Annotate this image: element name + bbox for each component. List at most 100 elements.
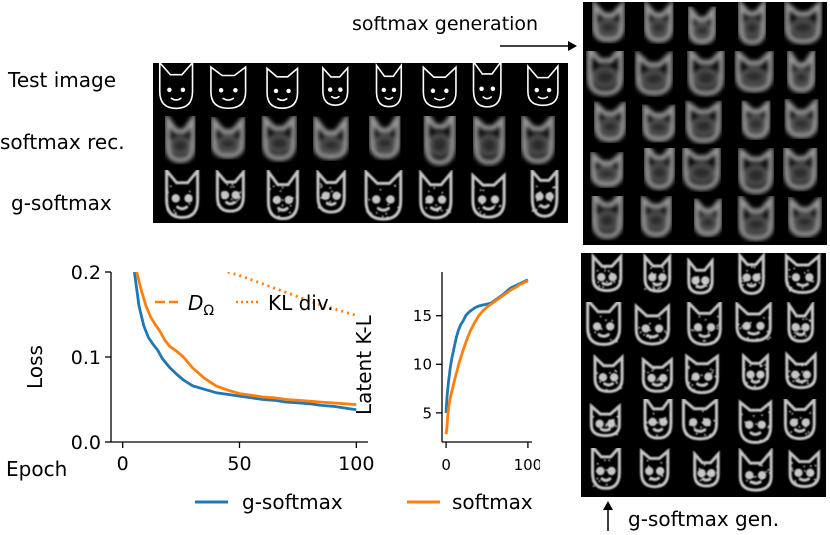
g-softmax-generated-image	[679, 351, 728, 400]
g-softmax-generated-image	[679, 253, 728, 302]
reconstruction-image	[516, 63, 568, 116]
g-softmax-generated-image	[630, 351, 679, 400]
g-softmax-generated-image	[777, 350, 826, 400]
reconstruction-image	[516, 112, 568, 169]
softmax-generated-image	[729, 145, 778, 197]
y-axis-label: Loss	[23, 345, 47, 389]
legend-g-softmax: g-softmax	[242, 490, 343, 514]
softmax-generated-image	[583, 148, 632, 197]
reconstruction-image	[205, 167, 257, 223]
softmax-generated-image	[681, 45, 730, 100]
arrow-right-icon	[500, 41, 577, 51]
g-softmax-generated-image	[777, 253, 826, 302]
x-axis-label: Epoch	[6, 457, 68, 481]
g-softmax-generated-image	[728, 399, 777, 448]
g-softmax-generated-image	[581, 253, 630, 302]
g-softmax-generated-image	[777, 396, 826, 448]
series-line-g-softmax	[444, 278, 529, 413]
legend: DΩ KL div.	[155, 291, 334, 319]
label-g-softmax-gen: g-softmax gen.	[628, 507, 780, 531]
loss-chart: 0 50 100 0.0 0.1 0.2 Loss DΩ KL div.	[23, 262, 374, 475]
softmax-generated-image	[778, 44, 827, 100]
softmax-generated-image	[583, 2, 632, 51]
softmax-generated-image	[632, 138, 681, 197]
softmax-generation-grid	[583, 2, 827, 245]
softmax-generated-image	[681, 143, 730, 197]
softmax-generated-image	[583, 41, 632, 100]
g-softmax-generated-image	[728, 351, 777, 400]
g-softmax-generated-image	[581, 443, 630, 497]
reconstruction-image	[412, 107, 464, 169]
reconstruction-image	[309, 113, 361, 169]
x-tick-label: 100	[514, 456, 540, 474]
g-softmax-generated-image	[581, 295, 630, 351]
y-tick-label: 5	[422, 404, 432, 422]
softmax-generated-image	[778, 2, 827, 51]
series-line-softmax	[444, 279, 529, 435]
reconstruction-image	[412, 63, 464, 116]
softmax-generated-image	[583, 99, 632, 148]
softmax-generated-image	[681, 2, 730, 51]
g-softmax-generated-image	[728, 447, 777, 497]
reconstruction-image	[257, 166, 309, 223]
reconstruction-image	[309, 168, 361, 223]
x-tick-label: 0	[441, 456, 451, 474]
label-test-image: Test image	[8, 68, 117, 92]
reconstruction-image	[257, 112, 309, 169]
softmax-generated-image	[729, 98, 778, 148]
g-softmax-generated-image	[777, 448, 826, 497]
reconstruction-image	[516, 166, 568, 223]
legend-kl-div: KL div.	[268, 291, 334, 315]
softmax-generated-image	[632, 193, 681, 245]
legend-softmax: softmax	[452, 490, 533, 514]
g-softmax-generated-image	[777, 299, 826, 351]
reconstruction-image	[205, 114, 257, 169]
series-line-g-softmax	[133, 272, 357, 412]
x-tick-label: 50	[227, 453, 251, 475]
reconstruction-image	[309, 63, 361, 116]
reconstruction-image	[153, 111, 205, 169]
series-line-softmax	[135, 272, 357, 406]
y-tick-label: 0.0	[71, 432, 101, 454]
g-softmax-generated-image	[679, 397, 728, 448]
softmax-generated-image	[729, 2, 778, 51]
softmax-generated-image	[583, 188, 632, 245]
reconstruction-image	[205, 63, 257, 116]
y-tick-label: 0.1	[71, 347, 101, 369]
g-softmax-generated-image	[630, 302, 679, 351]
softmax-generated-image	[632, 2, 681, 51]
reconstruction-image	[257, 63, 309, 116]
g-softmax-generated-image	[630, 448, 679, 497]
latent-kl-ylabel: Latent K-L	[352, 315, 376, 415]
label-softmax-generation: softmax generation	[352, 13, 539, 35]
bottom-legend: g-softmax softmax	[195, 490, 533, 514]
arrow-up-icon	[603, 501, 613, 531]
g-softmax-generated-image	[679, 448, 728, 497]
g-softmax-generated-image	[679, 298, 728, 351]
g-softmax-generation-grid	[581, 253, 826, 497]
reconstruction-image	[464, 170, 516, 223]
reconstruction-image	[361, 168, 413, 223]
g-softmax-generated-image	[581, 351, 630, 400]
g-softmax-generated-image	[581, 399, 630, 448]
softmax-generated-image	[729, 192, 778, 245]
reconstruction-image-grid	[153, 63, 568, 223]
softmax-generated-image	[778, 96, 827, 148]
reconstruction-image	[361, 63, 413, 116]
reconstruction-image	[153, 63, 205, 116]
reconstruction-image	[464, 113, 516, 169]
x-tick-label: 100	[338, 453, 374, 475]
label-softmax-rec: softmax rec.	[0, 130, 125, 154]
label-g-softmax: g-softmax	[11, 191, 112, 215]
softmax-generated-image	[632, 99, 681, 148]
reconstruction-image	[361, 109, 413, 169]
y-tick-label: 15	[413, 307, 432, 325]
g-softmax-generated-image	[728, 253, 777, 302]
softmax-generated-image	[681, 195, 730, 245]
reconstruction-image	[464, 63, 516, 116]
softmax-generated-image	[632, 49, 681, 100]
y-tick-label: 10	[413, 356, 432, 374]
g-softmax-generated-image	[630, 393, 679, 448]
reconstruction-image	[153, 166, 205, 223]
